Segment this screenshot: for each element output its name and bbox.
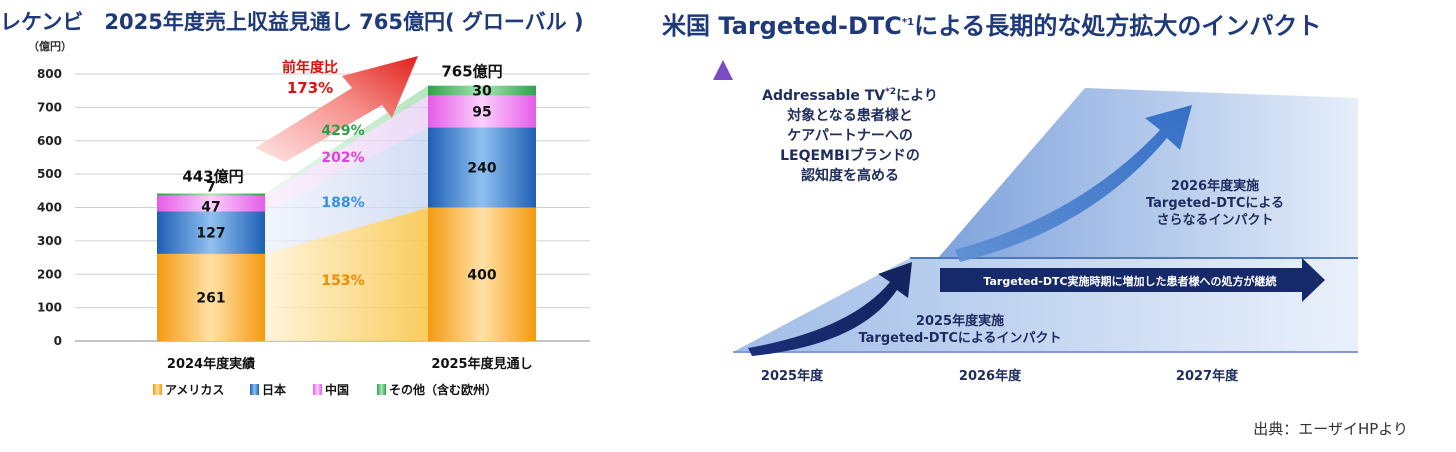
- year-label-2026: 2026年度: [959, 368, 1022, 384]
- growth-band-1: [265, 127, 428, 254]
- bar-value-label: 261: [196, 290, 225, 306]
- impact-2026-line-1: 2026年度実施: [1171, 178, 1259, 194]
- growth-label: 153%: [321, 273, 364, 289]
- dtc-impact-diagram: Targeted-DTC実施時期に増加した患者様への処方が継続 Addressa…: [713, 60, 1358, 384]
- yoy-growth-arrow: [255, 56, 418, 162]
- growth-band-0: [265, 207, 428, 341]
- x-category-label: 2025年度見通し: [431, 356, 532, 372]
- source-note: 出典：エーザイHPより: [1253, 420, 1408, 438]
- y-tick-label: 600: [37, 134, 62, 148]
- legend-label: 日本: [262, 382, 286, 397]
- bar-value-label: 7: [206, 179, 216, 195]
- bar-segment: [157, 193, 265, 196]
- impact-2025-line-2: Targeted-DTCによるインパクト: [858, 331, 1061, 346]
- y-unit-label: （億円）: [28, 39, 72, 53]
- second-impact-area: [938, 88, 1358, 258]
- total-label: 443億円: [182, 167, 243, 185]
- legend-swatch: [377, 384, 386, 395]
- y-tick-label: 700: [37, 100, 62, 114]
- right-title: 米国 Targeted-DTC*1による長期的な処方拡大のインパクト: [662, 12, 1322, 40]
- bar-segment: [428, 95, 536, 128]
- initial-impact-arrow: [748, 262, 912, 356]
- bar-segment: [157, 253, 265, 341]
- legend-swatch: [313, 384, 322, 395]
- y-tick-label: 100: [37, 301, 62, 315]
- growth-band-2: [265, 95, 428, 212]
- legend-swatch: [153, 384, 162, 395]
- bar-segment: [157, 195, 265, 212]
- diagram-vertical-arrowhead: [713, 60, 733, 80]
- y-tick-label: 500: [37, 167, 62, 181]
- legend-label: その他（含む欧州）: [389, 382, 497, 397]
- growth-label: 188%: [321, 195, 364, 211]
- addressable-line-4: LEQEMBIブランドの: [780, 147, 920, 164]
- continuing-prescription-text: Targeted-DTC実施時期に増加した患者様への処方が継続: [983, 274, 1276, 288]
- yoy-value: 173%: [287, 79, 333, 97]
- growth-label: 202%: [321, 150, 364, 166]
- legend-label: アメリカス: [165, 383, 224, 397]
- bar-segment: [428, 207, 536, 341]
- y-tick-label: 800: [37, 67, 62, 81]
- impact-2025-line-1: 2025年度実施: [916, 313, 1004, 329]
- addressable-line-2: 対象となる患者様と: [786, 107, 913, 124]
- yoy-label: 前年度比: [282, 59, 338, 76]
- impact-2026-line-3: さらなるインパクト: [1156, 213, 1273, 228]
- further-impact-arrow: [955, 105, 1192, 262]
- x-category-label: 2024年度実績: [167, 356, 255, 372]
- year-label-2025: 2025年度: [761, 368, 824, 384]
- growth-label: 429%: [321, 123, 364, 139]
- bar-value-label: 127: [196, 226, 225, 242]
- stacked-bar-chart: （億円） 0 100 200 300 400 500 600 700 800 前年度比 173% 261…: [28, 39, 590, 397]
- bar-value-label: 47: [201, 200, 220, 216]
- bar-segment: [157, 211, 265, 254]
- addressable-line-3: ケアパートナーへの: [787, 128, 913, 144]
- year-label-2027: 2027年度: [1176, 368, 1239, 384]
- bar-value-label: 400: [467, 267, 496, 283]
- y-tick-label: 200: [37, 267, 62, 281]
- left-title: レケンビ 2025年度売上収益見通し 765億円( グローバル ): [0, 10, 584, 34]
- continuing-prescription-arrow: [940, 258, 1325, 302]
- addressable-line-1: Addressable TV*2により: [762, 87, 938, 104]
- legend-label: 中国: [325, 382, 349, 397]
- y-tick-label: 300: [37, 234, 62, 248]
- bar-segment: [428, 127, 536, 208]
- bar-value-label: 240: [467, 160, 496, 176]
- bar-value-label: 95: [472, 105, 491, 121]
- addressable-line-5: 認知度を高める: [801, 167, 899, 184]
- impact-2026-line-2: Targeted-DTCによる: [1146, 196, 1284, 211]
- y-tick-label: 400: [37, 201, 62, 215]
- total-label: 765億円: [441, 63, 502, 81]
- growth-band-3: [265, 85, 428, 196]
- bar-segment: [428, 85, 536, 96]
- legend-swatch: [250, 384, 259, 395]
- y-tick-label: 0: [54, 334, 62, 348]
- bar-value-label: 30: [472, 84, 492, 100]
